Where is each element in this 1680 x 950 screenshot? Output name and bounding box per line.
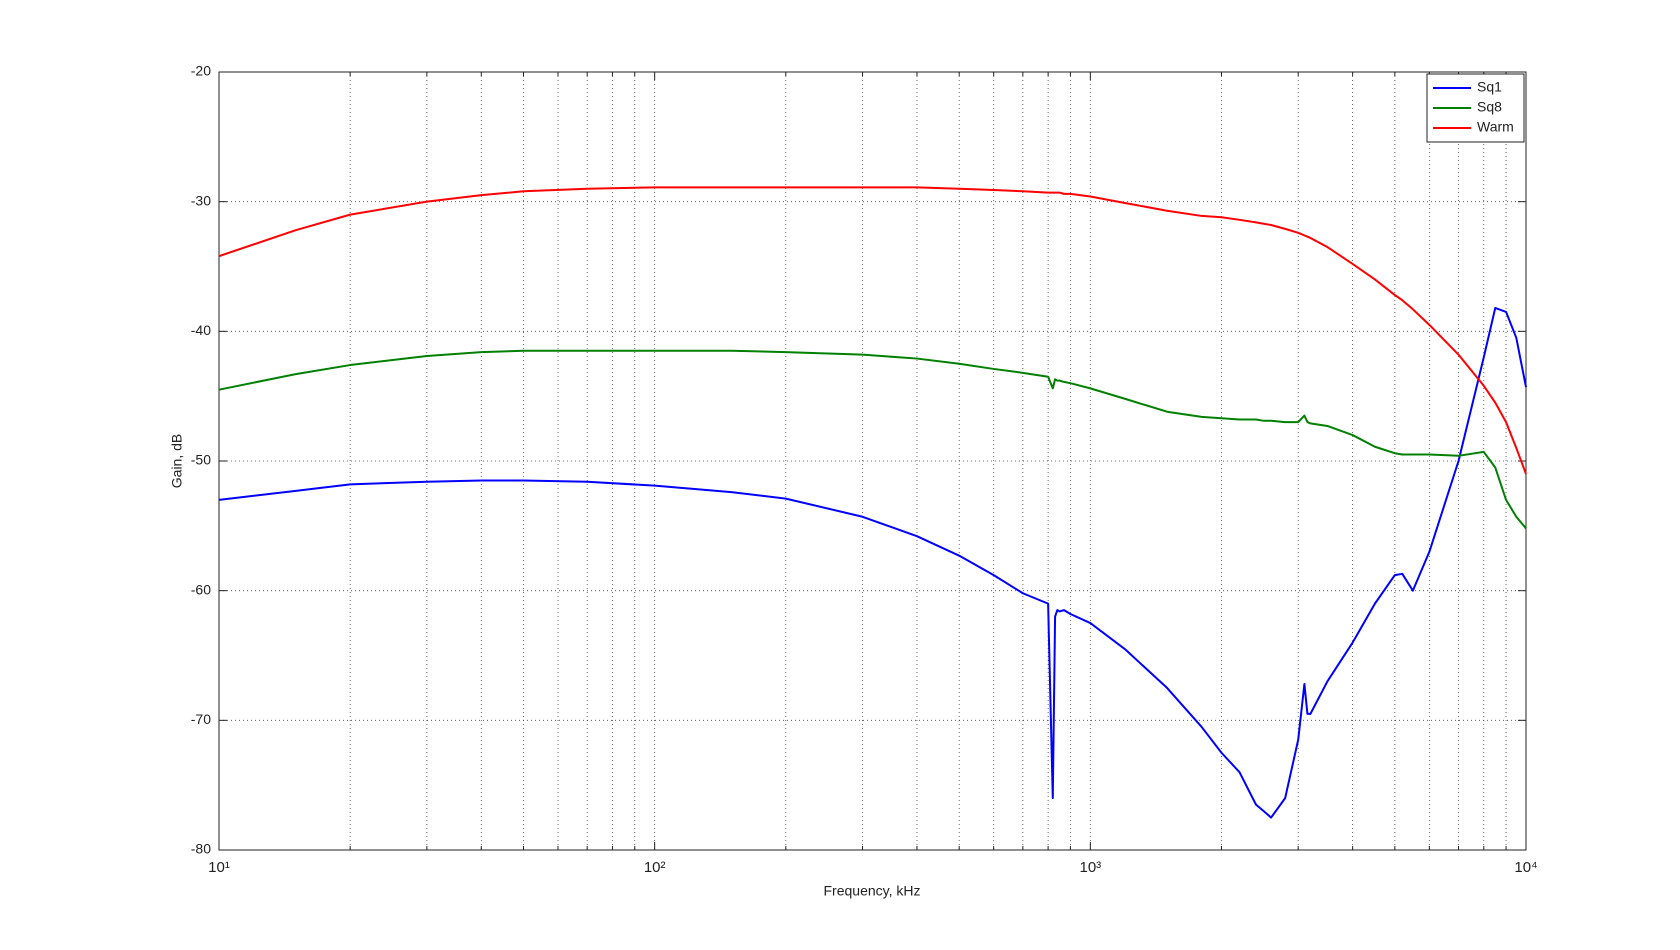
y-tick-label: -50 xyxy=(191,452,211,468)
axes-box xyxy=(218,71,1527,851)
series-line xyxy=(218,306,1527,819)
x-tick-label: 10² xyxy=(644,859,666,876)
y-axis-label: Gain, dB xyxy=(169,434,185,488)
x-tick-label: 10¹ xyxy=(208,859,230,876)
series-line xyxy=(218,349,1527,530)
x-tick-label: 10⁴ xyxy=(1514,859,1537,876)
y-tick-label: -70 xyxy=(191,711,211,727)
legend-label: Warm xyxy=(1477,119,1514,135)
y-tick-label: -80 xyxy=(191,841,211,857)
x-axis-label: Frequency, kHz xyxy=(824,883,921,899)
y-tick-label: -30 xyxy=(191,192,211,208)
legend-label: Sq8 xyxy=(1477,99,1502,115)
x-tick-label: 10³ xyxy=(1079,859,1101,876)
y-tick-label: -40 xyxy=(191,322,211,338)
series-line xyxy=(218,186,1527,475)
plot-area xyxy=(219,72,1526,850)
legend-label: Sq1 xyxy=(1477,79,1502,95)
y-tick-label: -60 xyxy=(191,581,211,597)
y-tick-label: -20 xyxy=(191,63,211,79)
